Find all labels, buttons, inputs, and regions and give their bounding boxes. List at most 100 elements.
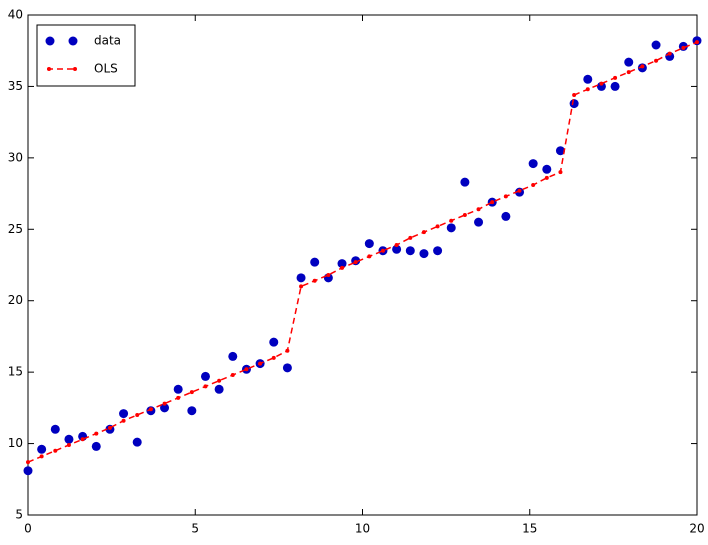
ols-point — [340, 265, 345, 270]
ols-point — [285, 348, 290, 353]
y-tick-label: 40 — [8, 8, 23, 22]
ols-point — [189, 390, 194, 395]
data-point — [310, 257, 320, 267]
ols-point — [667, 51, 672, 56]
data-point — [37, 444, 47, 454]
ols-point — [326, 273, 331, 277]
ols-point — [217, 378, 222, 383]
ols-point — [572, 93, 577, 97]
x-tick-label: 20 — [689, 522, 704, 536]
legend-marker — [68, 36, 78, 46]
data-point — [501, 211, 511, 221]
data-point — [364, 239, 374, 249]
data-point — [569, 99, 579, 109]
ols-point — [517, 188, 522, 193]
ols-point — [148, 407, 153, 412]
ols-point — [449, 218, 454, 223]
ols-point — [271, 355, 276, 360]
y-tick-label: 5 — [15, 508, 23, 522]
data-point — [583, 74, 593, 84]
y-tick-label: 25 — [8, 222, 23, 236]
ols-point — [585, 87, 590, 92]
data-point — [433, 246, 443, 256]
data-point — [214, 384, 224, 394]
ols-point — [640, 64, 645, 69]
data-point — [419, 249, 429, 259]
ols-point — [107, 425, 112, 430]
ols-line — [27, 41, 698, 463]
y-tick-label: 35 — [8, 79, 23, 93]
ols-point — [66, 443, 71, 447]
ols-point — [503, 194, 508, 199]
legend-marker — [45, 36, 55, 46]
legend-marker — [73, 67, 77, 71]
ols-point — [544, 175, 549, 180]
ols-point — [53, 448, 58, 453]
legend-label: data — [94, 34, 121, 48]
data-point — [91, 441, 101, 451]
ols-point — [531, 183, 536, 187]
data-point — [624, 57, 634, 67]
ols-point — [367, 254, 372, 259]
data-point — [392, 244, 402, 254]
ols-point — [176, 395, 181, 400]
ols-point — [626, 70, 631, 75]
ols-point — [121, 418, 126, 423]
ols-point — [230, 373, 235, 377]
data-point — [405, 246, 415, 256]
y-tick-label: 15 — [8, 365, 23, 379]
data-point — [610, 81, 620, 91]
plot-area — [27, 14, 698, 516]
ols-point — [258, 361, 263, 366]
data-point — [460, 177, 470, 187]
data-point — [528, 159, 538, 169]
ols-point — [135, 413, 140, 417]
data-point — [200, 371, 210, 381]
ols-point — [599, 81, 604, 86]
ols-point — [26, 460, 30, 465]
data-point — [446, 223, 456, 233]
data-point — [296, 273, 306, 283]
ols-point — [558, 170, 563, 175]
legend-label: OLS — [94, 62, 118, 76]
ols-point — [244, 367, 249, 372]
ols-point — [299, 284, 304, 289]
ols-point — [654, 58, 659, 63]
ols-point — [462, 213, 467, 217]
ols-point — [312, 278, 317, 283]
data-point — [228, 351, 238, 361]
ols-point — [394, 243, 399, 247]
data-point — [119, 409, 129, 419]
x-tick-label: 5 — [191, 522, 199, 536]
data-point — [160, 403, 170, 413]
ols-point — [695, 40, 699, 45]
ols-point — [94, 431, 99, 436]
ols-point — [80, 437, 85, 442]
legend-marker — [47, 67, 51, 71]
data-point — [474, 217, 484, 227]
data-point — [555, 146, 565, 156]
ols-point — [39, 454, 44, 459]
ols-point — [353, 260, 358, 265]
x-tick-label: 0 — [24, 522, 32, 536]
ols-point — [203, 384, 208, 389]
data-point — [282, 363, 292, 373]
data-point — [23, 466, 33, 476]
ols-point — [681, 45, 686, 50]
x-tick-label: 10 — [355, 522, 370, 536]
ols-point — [613, 75, 618, 80]
data-point — [187, 406, 197, 416]
ols-point — [421, 230, 426, 235]
ols-point — [380, 248, 385, 253]
data-point — [50, 424, 60, 434]
ols-point — [476, 207, 481, 212]
data-point — [596, 81, 606, 91]
ols-point — [435, 224, 440, 229]
ols-point — [490, 200, 495, 205]
y-tick-label: 30 — [8, 150, 23, 164]
data-point — [269, 337, 279, 347]
data-point — [64, 434, 74, 444]
y-tick-label: 10 — [8, 436, 23, 450]
data-point — [337, 259, 347, 269]
